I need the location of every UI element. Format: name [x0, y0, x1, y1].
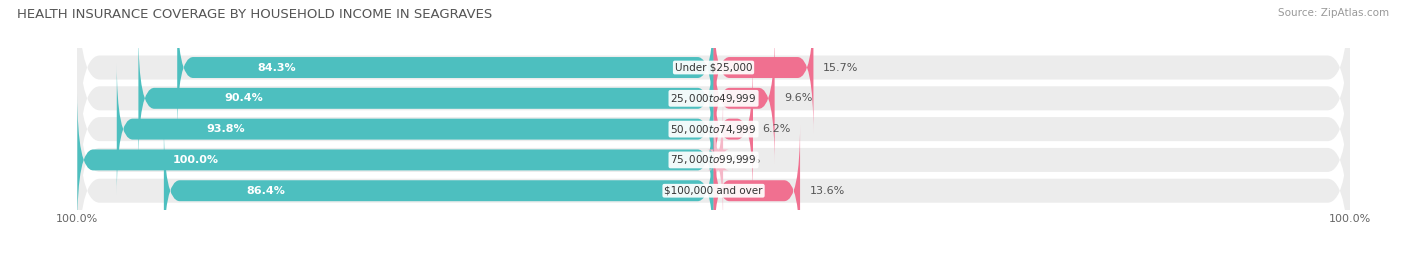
FancyBboxPatch shape	[707, 93, 730, 226]
FancyBboxPatch shape	[165, 124, 714, 257]
Text: 15.7%: 15.7%	[823, 62, 858, 73]
Text: 9.6%: 9.6%	[785, 93, 813, 103]
Text: 6.2%: 6.2%	[762, 124, 792, 134]
Text: $25,000 to $49,999: $25,000 to $49,999	[671, 92, 756, 105]
Text: 100.0%: 100.0%	[173, 155, 219, 165]
FancyBboxPatch shape	[714, 1, 814, 134]
FancyBboxPatch shape	[138, 32, 714, 165]
FancyBboxPatch shape	[77, 33, 1350, 225]
FancyBboxPatch shape	[77, 95, 1350, 269]
Text: 90.4%: 90.4%	[225, 93, 263, 103]
Text: $100,000 and over: $100,000 and over	[664, 186, 763, 196]
Text: $50,000 to $74,999: $50,000 to $74,999	[671, 123, 756, 136]
Text: Under $25,000: Under $25,000	[675, 62, 752, 73]
Text: 13.6%: 13.6%	[810, 186, 845, 196]
FancyBboxPatch shape	[177, 1, 714, 134]
FancyBboxPatch shape	[714, 124, 800, 257]
Text: 93.8%: 93.8%	[207, 124, 245, 134]
Text: HEALTH INSURANCE COVERAGE BY HOUSEHOLD INCOME IN SEAGRAVES: HEALTH INSURANCE COVERAGE BY HOUSEHOLD I…	[17, 8, 492, 21]
Text: 86.4%: 86.4%	[246, 186, 285, 196]
FancyBboxPatch shape	[77, 93, 714, 226]
FancyBboxPatch shape	[714, 63, 754, 196]
FancyBboxPatch shape	[77, 64, 1350, 256]
Text: Source: ZipAtlas.com: Source: ZipAtlas.com	[1278, 8, 1389, 18]
Text: $75,000 to $99,999: $75,000 to $99,999	[671, 153, 756, 167]
FancyBboxPatch shape	[77, 0, 1350, 163]
FancyBboxPatch shape	[714, 32, 775, 165]
Text: 0.0%: 0.0%	[733, 155, 761, 165]
FancyBboxPatch shape	[77, 2, 1350, 194]
Text: 84.3%: 84.3%	[257, 62, 297, 73]
FancyBboxPatch shape	[117, 63, 714, 196]
